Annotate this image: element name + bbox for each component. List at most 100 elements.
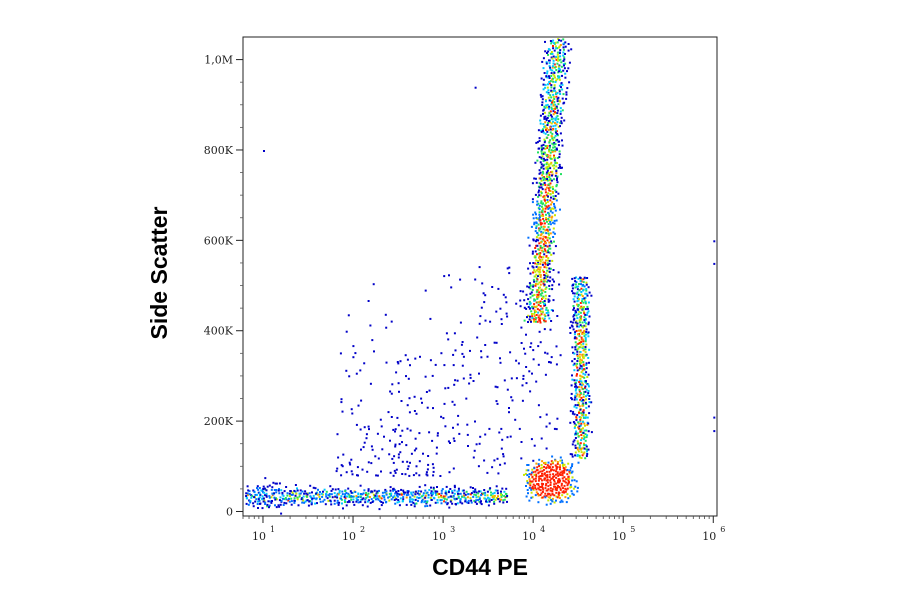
event-dot	[406, 467, 409, 470]
event-dot	[554, 119, 557, 122]
event-dot	[328, 494, 331, 497]
event-dot	[246, 485, 249, 488]
event-dot	[552, 299, 555, 302]
event-dot	[559, 93, 562, 95]
event-dot	[409, 364, 411, 367]
event-dot	[547, 226, 550, 229]
event-dot	[544, 244, 547, 247]
event-dot	[548, 295, 551, 298]
event-dot	[543, 478, 546, 481]
event-dot	[560, 86, 562, 89]
event-dot	[543, 176, 545, 179]
event-dot	[457, 489, 460, 492]
event-dot	[586, 307, 589, 310]
event-dot	[399, 451, 402, 454]
event-dot	[575, 392, 578, 395]
event-dot	[581, 375, 584, 378]
event-dot	[546, 166, 549, 168]
event-dot	[504, 492, 507, 495]
event-dot	[381, 494, 384, 497]
event-dot	[368, 428, 370, 431]
event-dot	[567, 67, 570, 70]
event-dot	[278, 488, 280, 491]
event-dot	[555, 184, 558, 186]
event-dot	[396, 361, 399, 363]
event-dot	[499, 357, 501, 360]
event-dot	[365, 494, 367, 496]
event-dot	[578, 335, 581, 338]
event-dot	[546, 352, 549, 355]
event-dot	[556, 471, 559, 474]
event-dot	[508, 266, 511, 269]
event-dot	[266, 505, 269, 508]
event-dot	[251, 495, 254, 498]
event-dot	[586, 277, 589, 279]
event-dot	[511, 399, 514, 402]
event-dot	[556, 51, 559, 54]
event-dot	[288, 492, 291, 495]
event-dot	[542, 282, 545, 285]
event-dot	[271, 486, 274, 489]
event-dot	[579, 398, 582, 401]
event-dot	[527, 298, 530, 301]
event-dot	[265, 492, 268, 495]
event-dot	[536, 263, 539, 266]
event-dot	[559, 167, 562, 169]
event-dot	[579, 330, 582, 333]
event-dot	[583, 324, 586, 327]
event-dot	[436, 501, 439, 504]
event-dot	[576, 373, 578, 376]
event-dot	[418, 460, 421, 463]
event-dot	[584, 340, 587, 343]
event-dot	[432, 491, 435, 494]
event-dot	[544, 159, 547, 162]
event-dot	[245, 492, 248, 495]
event-dot	[581, 347, 584, 349]
event-dot	[527, 236, 530, 239]
event-dot	[582, 416, 585, 419]
event-dot	[543, 196, 546, 199]
event-dot	[545, 154, 548, 157]
event-dot	[370, 462, 373, 465]
event-dot	[537, 275, 539, 277]
event-dot	[484, 294, 487, 297]
event-dot	[424, 489, 427, 492]
event-dot	[488, 499, 491, 502]
event-dot	[580, 412, 583, 415]
event-dot	[410, 491, 413, 494]
event-dot	[574, 280, 577, 283]
event-dot	[261, 507, 264, 510]
event-dot	[535, 305, 538, 308]
event-dot	[568, 61, 571, 64]
event-dot	[565, 93, 568, 96]
event-dot	[527, 469, 530, 472]
event-dot	[550, 106, 553, 109]
event-dot	[554, 106, 557, 109]
event-dot	[452, 353, 455, 356]
event-dot	[580, 291, 583, 293]
event-dot	[565, 469, 568, 472]
event-dot	[535, 314, 538, 316]
event-dot	[546, 309, 549, 312]
event-dot	[343, 499, 346, 502]
event-dot	[569, 421, 572, 424]
event-dot	[562, 38, 565, 41]
event-dot	[254, 493, 257, 496]
event-dot	[535, 227, 538, 230]
event-dot	[540, 179, 543, 182]
event-dot	[390, 494, 393, 497]
event-dot	[389, 390, 392, 393]
event-dot	[540, 144, 543, 147]
event-dot	[548, 219, 550, 222]
event-dot	[547, 300, 550, 303]
event-dot	[560, 116, 563, 119]
event-dot	[560, 122, 563, 125]
event-dot	[323, 498, 326, 501]
event-dot	[538, 273, 541, 276]
event-dot	[363, 362, 366, 365]
event-dot	[249, 500, 252, 502]
event-dot	[380, 425, 383, 428]
event-dot	[579, 316, 582, 319]
event-dot	[541, 95, 544, 98]
event-dot	[384, 488, 387, 491]
